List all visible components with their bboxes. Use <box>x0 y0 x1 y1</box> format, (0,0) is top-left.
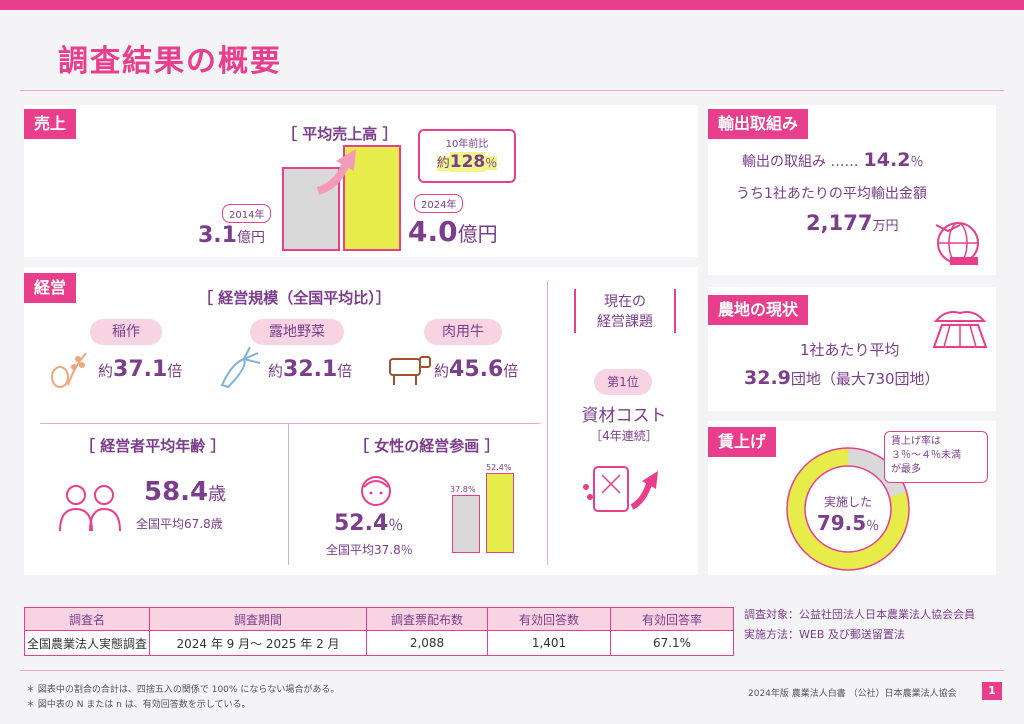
table-cell-rate: 67.1% <box>610 630 734 656</box>
note-n: ＊ 図中表の N または n は、有効回答数を示している。 <box>26 700 251 710</box>
item-label-rice: 稲作 <box>90 319 162 345</box>
sales-2014-value: 3.1億円 <box>198 223 265 248</box>
top-accent-bar <box>0 0 1024 10</box>
farmland-tag: 農地の現状 <box>708 295 809 325</box>
table-header-period: 調査期間 <box>149 607 367 631</box>
label-2024: 2024年 <box>414 194 464 213</box>
beef-ratio: 約45.6倍 <box>434 357 519 382</box>
vertical-divider <box>547 281 548 565</box>
export-amount-label: うち1社あたりの平均輸出金額 <box>736 186 927 202</box>
women-national: 全国平均37.8％ <box>326 543 413 557</box>
table-row: 全国農業法人実態調査 2024 年 9 月～ 2025 年 2 月 2,088 … <box>24 630 734 656</box>
radish-icon <box>220 346 261 389</box>
issues-heading: 現在の 経営課題 <box>574 289 676 333</box>
rice-icon <box>51 352 87 388</box>
export-rate: 輸出の取組み …… 14.2％ <box>742 149 924 171</box>
wage-center-label: 実施した <box>823 495 872 509</box>
table-header-distributed: 調査票配布数 <box>366 607 488 631</box>
management-tag: 経営 <box>24 273 77 303</box>
fuel-can-icon <box>583 466 658 512</box>
farmland-line1: 1社あたり平均 <box>800 341 900 359</box>
wage-card: 賃上げ 実施した 79.5％ 賃上げ率は ３％～４％未満 が最多 <box>708 421 996 575</box>
people-icon <box>59 485 121 532</box>
issue-note: ［4年連続］ <box>590 429 658 443</box>
wage-callout: 賃上げ率は ３％～４％未満 が最多 <box>884 431 988 483</box>
age-value: 58.4歳 <box>144 477 227 507</box>
women-bar-national <box>452 494 480 553</box>
label-2014: 2014年 <box>222 204 272 223</box>
women-value: 52.4％ <box>334 511 404 536</box>
table-cell-period: 2024 年 9 月～ 2025 年 2 月 <box>149 630 367 656</box>
sales-tag: 売上 <box>24 109 77 139</box>
mid-divider <box>288 423 289 565</box>
women-bar-company <box>486 473 514 553</box>
woman-icon <box>361 476 391 506</box>
page-number: 1 <box>982 682 1002 700</box>
item-label-beef: 肉用牛 <box>424 319 502 345</box>
horizontal-divider <box>40 423 540 424</box>
vegetable-ratio: 約32.1倍 <box>268 357 353 382</box>
page-title: 調査結果の概要 <box>58 44 282 79</box>
survey-method: 実施方法：WEB 及び郵送留置法 <box>744 628 905 641</box>
age-national: 全国平均67.8歳 <box>136 517 223 531</box>
cow-icon <box>389 356 431 385</box>
export-tag: 輸出取組み <box>708 109 809 139</box>
item-label-vegetable: 露地野菜 <box>250 319 344 345</box>
wage-donut-chart <box>786 447 910 571</box>
survey-table: 調査名 調査期間 調査票配布数 有効回答数 有効回答率 全国農業法人実態調査 2… <box>24 607 734 656</box>
growth-value: 約128％ <box>436 152 498 172</box>
farm-field-icon <box>932 311 988 348</box>
wage-tag: 賃上げ <box>708 427 777 457</box>
management-card: 経営 ［ 経営規模（全国平均比）］ 稲作 露地野菜 肉用牛 約37.1倍 約32… <box>24 267 698 575</box>
sales-2024-value: 4.0億円 <box>408 215 498 248</box>
footer-divider <box>20 670 1004 671</box>
rank-badge: 第1位 <box>594 369 652 395</box>
issue-name: 資材コスト <box>581 406 667 426</box>
sales-card: 売上 ［ 平均売上高 ］ 2014年 2024年 3.1億円 4.0億円 10年… <box>24 105 698 257</box>
women-bar-national-label: 37.8% <box>450 485 476 494</box>
table-cell-distributed: 2,088 <box>366 630 488 656</box>
women-bar-company-label: 52.4% <box>486 463 512 472</box>
export-card: 輸出取組み 輸出の取組み …… 14.2％ うち1社あたりの平均輸出金額 2,1… <box>708 105 996 275</box>
globe-ship-icon <box>935 222 979 265</box>
survey-table-header: 調査名 調査期間 調査票配布数 有効回答数 有効回答率 <box>24 607 734 631</box>
table-cell-responses: 1,401 <box>487 630 611 656</box>
women-heading: ［ 女性の経営参画 ］ <box>354 437 500 455</box>
export-amount: 2,177万円 <box>806 211 899 235</box>
farmland-value: 32.9団地（最大730団地） <box>744 367 940 389</box>
wage-value: 79.5％ <box>816 511 880 535</box>
survey-target: 調査対象：公益社団法人日本農業法人協会会員 <box>744 608 975 621</box>
farmland-card: 農地の現状 1社あたり平均 32.9団地（最大730団地） <box>708 287 996 411</box>
growth-arrow-icon <box>316 149 356 195</box>
table-cell-name: 全国農業法人実態調査 <box>24 630 150 656</box>
growth-callout: 10年前比 約128％ <box>418 129 516 183</box>
title-divider <box>20 90 1004 91</box>
sales-heading: ［ 平均売上高 ］ <box>282 125 398 143</box>
note-rounding: ＊ 図表中の割合の合計は、四捨五入の関係で 100% にならない場合がある。 <box>26 685 340 695</box>
rice-ratio: 約37.1倍 <box>98 357 183 382</box>
age-heading: ［ 経営者平均年齢 ］ <box>80 437 226 455</box>
footer-publication: 2024年版 農業法人白書 （公社）日本農業法人協会 <box>748 689 957 699</box>
scale-heading: ［ 経営規模（全国平均比）］ <box>198 289 391 307</box>
table-header-rate: 有効回答率 <box>610 607 734 631</box>
table-header-name: 調査名 <box>24 607 150 631</box>
table-header-responses: 有効回答数 <box>487 607 611 631</box>
